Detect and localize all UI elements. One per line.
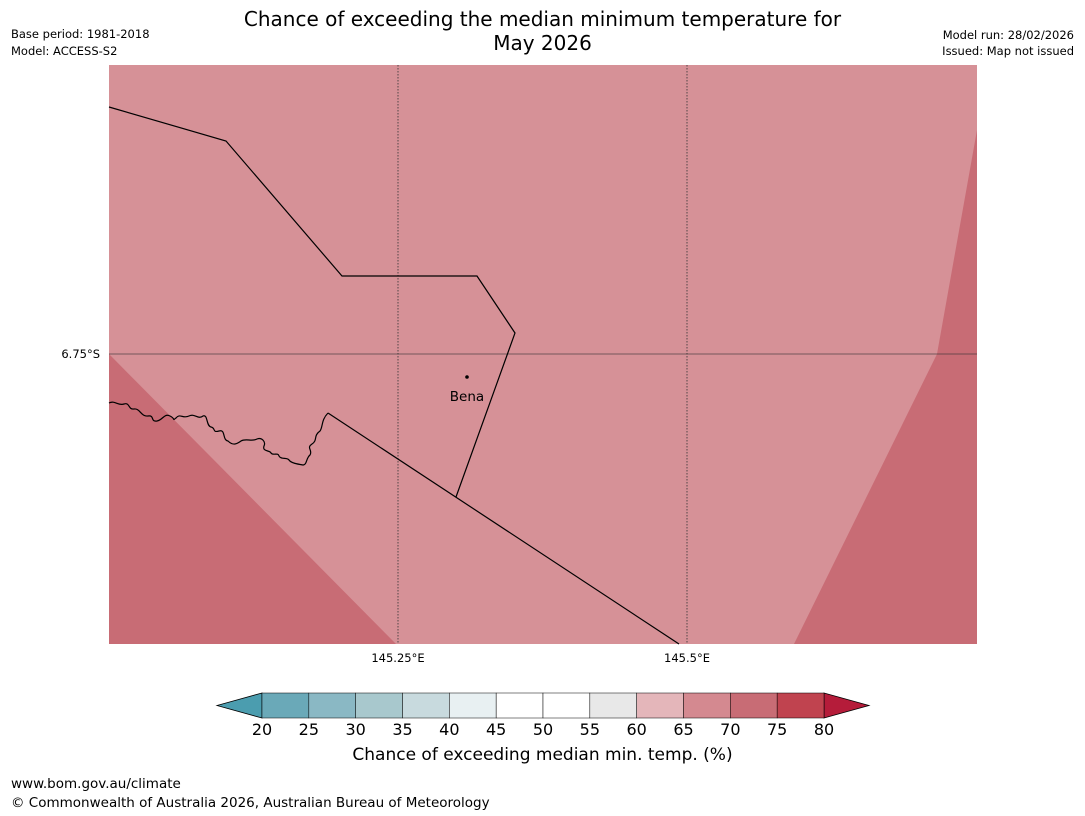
footer-url: www.bom.gov.au/climate [11,776,181,792]
colorbar [215,692,871,719]
colorbar-bin [449,692,497,719]
colorbar-over-arrow [823,692,871,719]
colorbar-bin [355,692,403,719]
colorbar-tick-label: 20 [251,720,273,739]
map-region-southeast [794,130,977,644]
title-line-2: May 2026 [493,31,592,55]
town-marker-icon [465,375,469,379]
colorbar-tick-label: 55 [579,720,601,739]
province-boundary-north [108,106,516,498]
colorbar-bin [589,692,637,719]
province-boundary-south [327,412,680,645]
model-name: Model: ACCESS-S2 [11,44,118,58]
map-title: Chance of exceeding the median minimum t… [0,7,1085,55]
town-label: Bena [450,389,484,405]
colorbar-tick-label: 60 [626,720,647,739]
colorbar-bin [730,692,778,719]
colorbar-tick-label: 25 [298,720,320,739]
colorbar-tick-label: 70 [720,720,741,739]
colorbar-bin [402,692,450,719]
lon-label-2: 145.5°E [664,651,710,665]
issued-status: Issued: Map not issued [942,44,1074,58]
river-coastline [108,401,329,466]
colorbar-bin [495,692,544,719]
model-run: Model run: 28/02/2026 [942,28,1074,42]
colorbar-tick-label: 45 [485,720,507,739]
colorbar-tick-label: 80 [813,720,835,739]
colorbar-bin [636,692,684,719]
footer-copyright: © Commonwealth of Australia 2026, Austra… [11,795,490,811]
colorbar-bin [308,692,356,719]
colorbar-tick-label: 40 [439,720,460,739]
colorbar-tick-label: 75 [766,720,788,739]
colorbar-bin [542,692,591,719]
colorbar-under-arrow [215,692,263,719]
lon-label-1: 145.25°E [371,651,424,665]
lat-label: 6.75°S [61,347,100,361]
colorbar-label: Chance of exceeding median min. temp. (%… [352,745,733,765]
base-period: Base period: 1981-2018 [11,27,150,41]
colorbar-bin [683,692,731,719]
title-line-1: Chance of exceeding the median minimum t… [243,7,842,31]
colorbar-tick-label: 30 [345,720,366,739]
colorbar-bin [261,692,310,719]
colorbar-bin [776,692,825,719]
map-region-southwest [109,354,396,644]
colorbar-tick-label: 50 [532,720,554,739]
colorbar-tick-label: 65 [673,720,694,739]
colorbar-tick-label: 35 [392,720,413,739]
